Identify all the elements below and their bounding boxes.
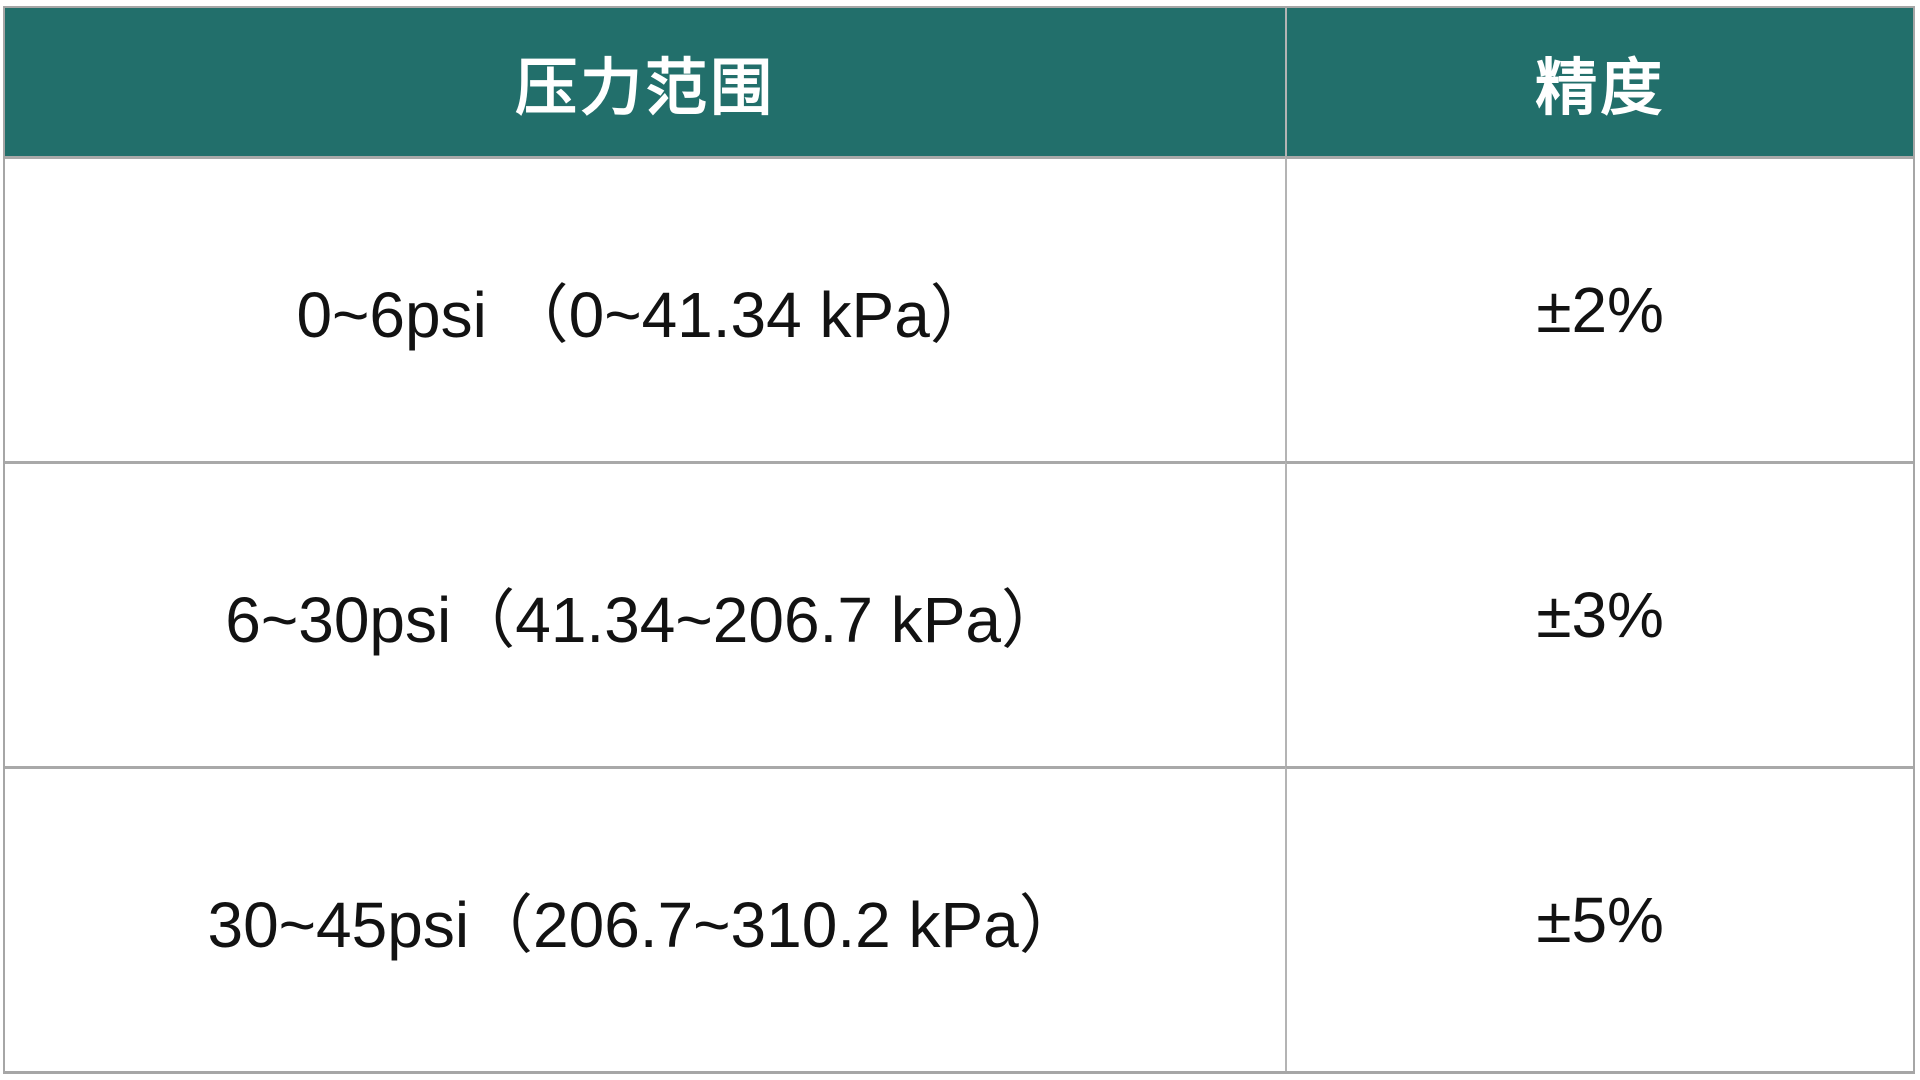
- accuracy-cell: ±5%: [1285, 766, 1913, 1071]
- pressure-range-cell: 6~30psi（41.34~206.7 kPa）: [5, 461, 1286, 766]
- pressure-range-cell: 0~6psi （0~41.34 kPa）: [5, 156, 1286, 461]
- column-header-pressure-range: 压力范围: [5, 8, 1286, 156]
- pressure-accuracy-table: 压力范围 精度 0~6psi （0~41.34 kPa） ±2% 6~30psi…: [3, 6, 1915, 1074]
- table-grid: 压力范围 精度 0~6psi （0~41.34 kPa） ±2% 6~30psi…: [5, 8, 1913, 1071]
- column-header-accuracy: 精度: [1285, 8, 1913, 156]
- accuracy-cell: ±3%: [1285, 461, 1913, 766]
- accuracy-cell: ±2%: [1285, 156, 1913, 461]
- pressure-range-cell: 30~45psi（206.7~310.2 kPa）: [5, 766, 1286, 1071]
